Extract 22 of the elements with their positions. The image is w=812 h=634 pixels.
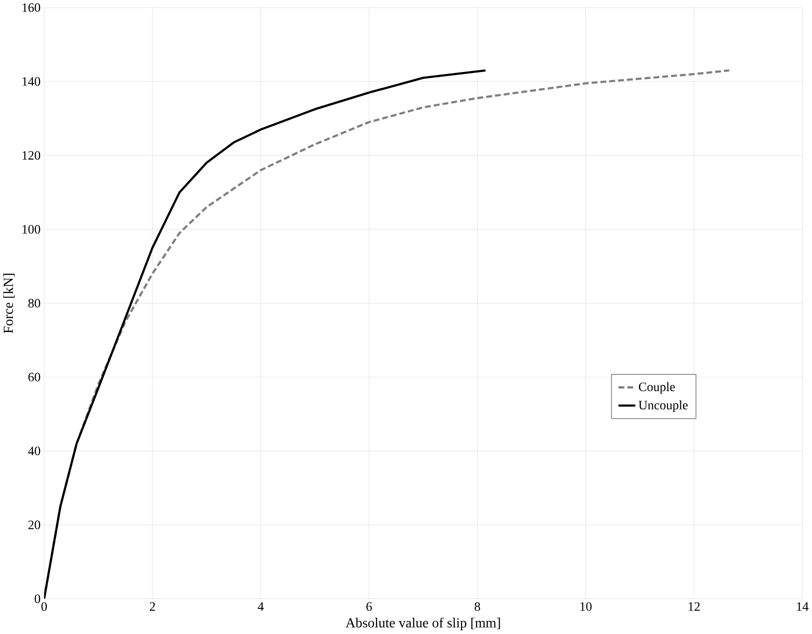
legend-label: Uncouple: [638, 400, 688, 412]
x-axis-title: Absolute value of slip [mm]: [346, 618, 500, 630]
x-tick-label: 8: [474, 602, 480, 612]
x-tick-label: 10: [580, 602, 592, 612]
x-tick-label: 12: [688, 602, 700, 611]
x-tick-label: 2: [150, 602, 155, 611]
line-series: [44, 70, 487, 599]
legend-label: Couple: [638, 382, 675, 394]
y-tick-label: 60: [28, 372, 40, 382]
y-tick-label: 120: [22, 151, 40, 160]
x-tick-label: 14: [797, 602, 809, 611]
x-tick-label: 6: [366, 602, 372, 612]
y-axis-title: Force [kN]: [3, 274, 15, 334]
y-tick-label: 0: [34, 594, 40, 604]
y-tick-label: 160: [22, 4, 40, 12]
y-tick-label: 40: [28, 446, 40, 456]
y-tick-label: 140: [22, 77, 40, 86]
x-tick-label: 4: [258, 602, 264, 611]
y-tick-label: 100: [22, 225, 40, 234]
y-tick-label: 80: [28, 299, 40, 308]
x-tick-label: 0: [41, 602, 47, 612]
y-tick-label: 20: [28, 520, 40, 530]
